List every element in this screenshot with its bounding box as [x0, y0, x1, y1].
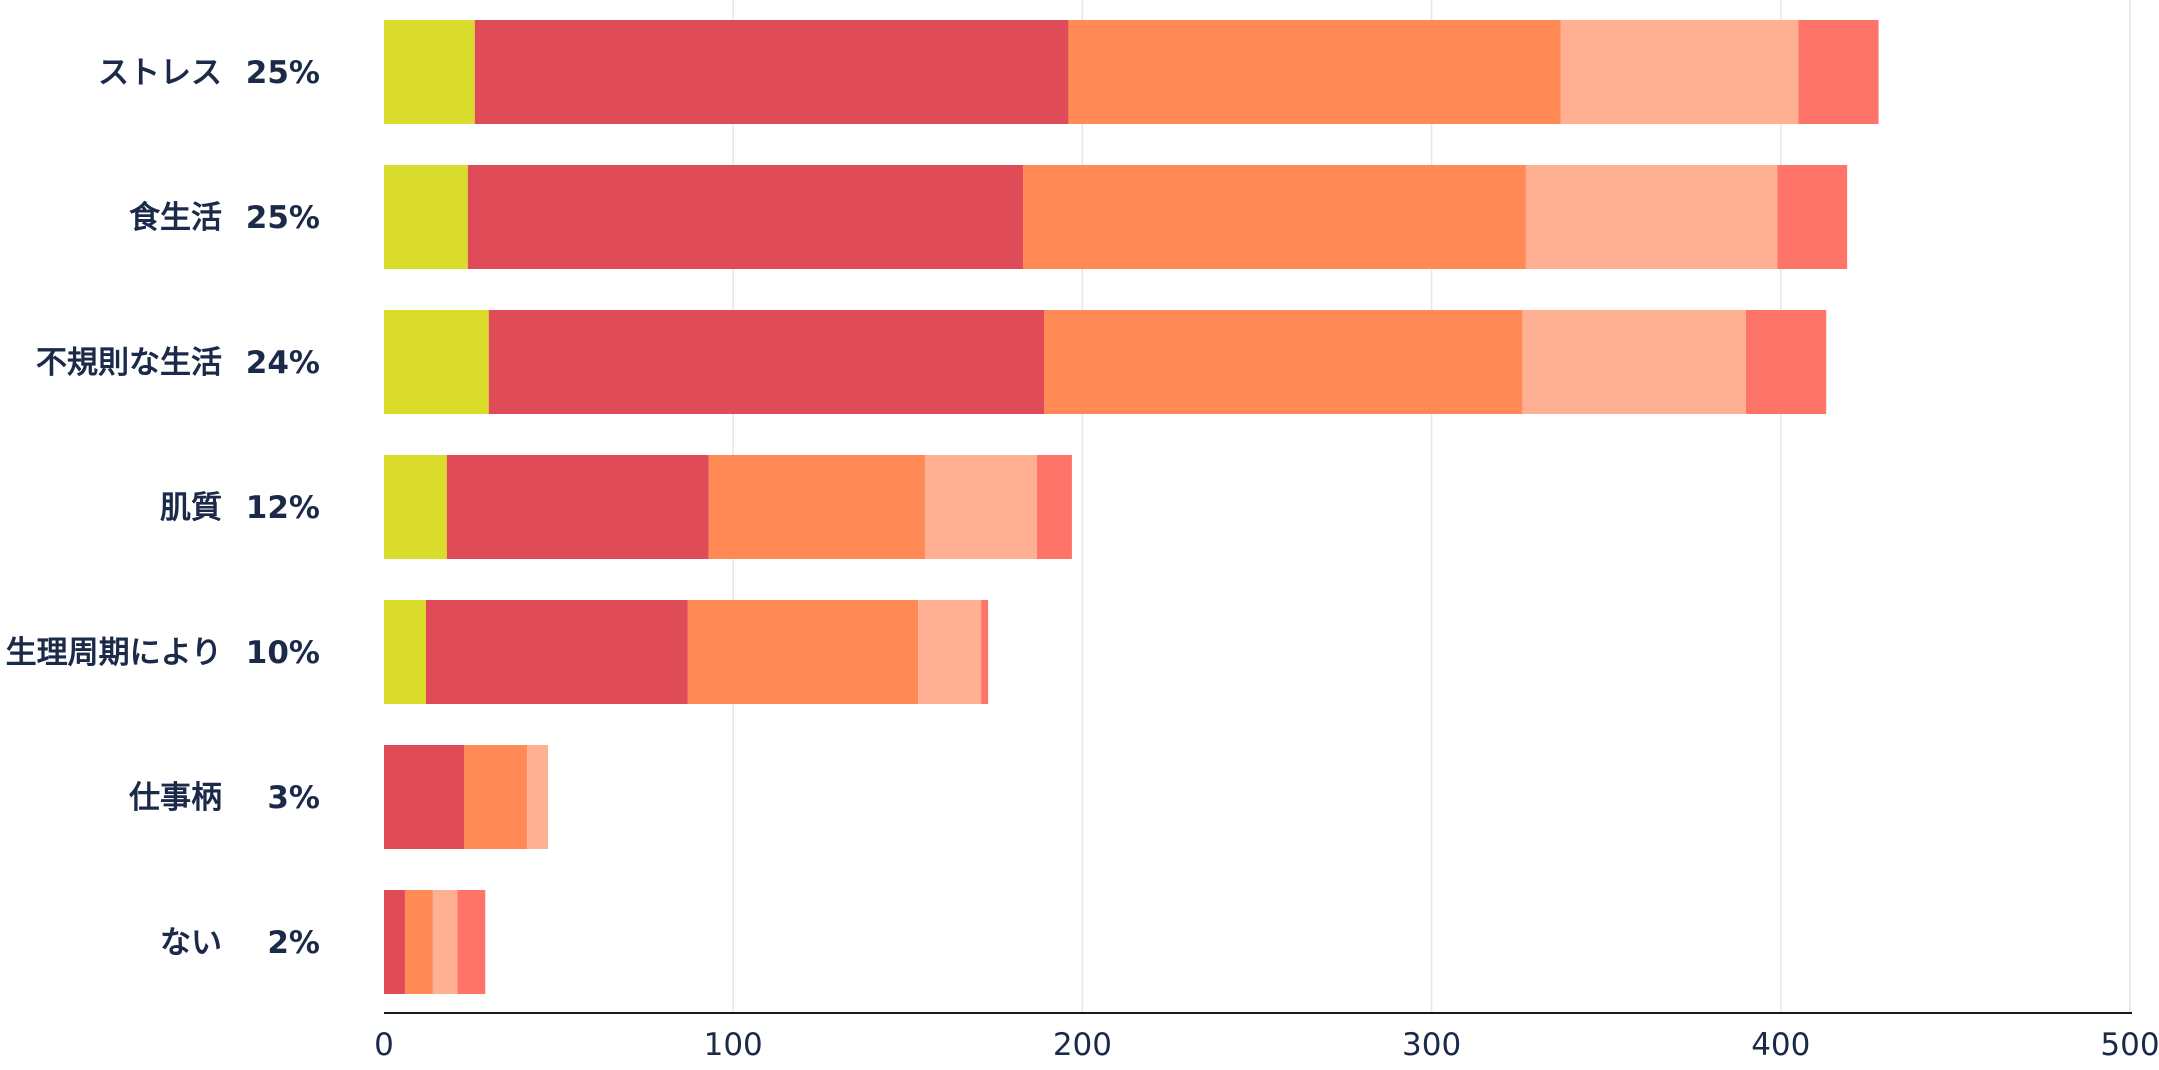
bar-segment: [1798, 20, 1879, 124]
bar-segment: [384, 455, 447, 559]
percent-label: 10%: [246, 635, 320, 671]
category-label: 食生活: [129, 200, 222, 236]
category-labels: ストレス 25% 食生活 25% 不規則な生活 24% 肌質 12% 生理周期により 10% 仕事柄…: [6, 55, 320, 961]
percent-label: 12%: [246, 490, 320, 526]
x-tick-label: 400: [1751, 1027, 1810, 1063]
percent-label: 25%: [246, 55, 320, 91]
x-axis: 0 100 200 300 400 500: [374, 1012, 2159, 1063]
category-label: 仕事柄: [129, 780, 222, 816]
bar-segment: [432, 890, 458, 994]
x-tick-label: 0: [374, 1027, 394, 1063]
percent-label: 3%: [267, 780, 320, 816]
bar-segment: [1023, 165, 1526, 269]
bar-segment: [384, 20, 475, 124]
bar-segment: [925, 455, 1038, 559]
bar-segment: [1037, 455, 1072, 559]
bar-segment: [384, 890, 405, 994]
category-label: 不規則な生活: [36, 345, 222, 381]
bar-segment: [687, 600, 919, 704]
bar-segment: [488, 310, 1044, 414]
bar-segment: [1068, 20, 1561, 124]
bar-segment: [384, 165, 468, 269]
bar-segment: [384, 745, 465, 849]
percent-label: 2%: [267, 925, 320, 961]
x-tick-label: 300: [1402, 1027, 1461, 1063]
bar-segment: [1522, 310, 1746, 414]
x-tick-label: 100: [704, 1027, 763, 1063]
bar-segment: [527, 745, 549, 849]
bar-segment: [981, 600, 989, 704]
bar-segment: [1745, 310, 1827, 414]
bar-segment: [708, 455, 926, 559]
percent-label: 24%: [246, 345, 320, 381]
bar-segment: [446, 455, 709, 559]
percent-label: 25%: [246, 200, 320, 236]
x-tick-label: 200: [1053, 1027, 1112, 1063]
bar-segment: [467, 165, 1024, 269]
bar-segment: [464, 745, 528, 849]
category-label: 生理周期により: [6, 635, 222, 671]
bar-layer: [384, 20, 1879, 994]
category-label: ストレス: [98, 55, 222, 91]
bar-segment: [1560, 20, 1799, 124]
bar-segment: [425, 600, 688, 704]
bar-segment: [1777, 165, 1848, 269]
bar-segment: [404, 890, 433, 994]
bar-segment: [1525, 165, 1778, 269]
category-label: ない: [160, 925, 222, 961]
bar-segment: [1043, 310, 1523, 414]
bar-segment: [918, 600, 982, 704]
bar-segment: [384, 310, 489, 414]
bar-segment: [457, 890, 486, 994]
category-label: 肌質: [160, 490, 222, 526]
bar-segment: [474, 20, 1069, 124]
x-tick-label: 500: [2100, 1027, 2159, 1063]
bar-segment: [384, 600, 426, 704]
